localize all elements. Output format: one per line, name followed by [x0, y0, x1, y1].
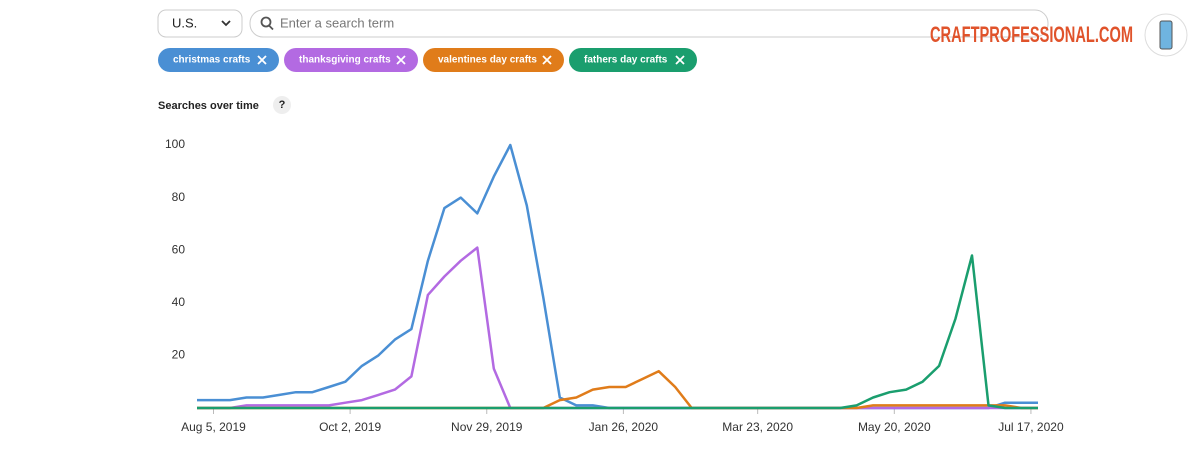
- legend-label: valentines day crafts: [438, 55, 537, 66]
- y-tick-label: 60: [172, 242, 186, 256]
- remove-icon[interactable]: [542, 55, 552, 65]
- remove-icon[interactable]: [396, 55, 406, 65]
- country-label: U.S.: [172, 15, 197, 30]
- remove-icon[interactable]: [257, 55, 267, 65]
- help-button[interactable]: [273, 96, 291, 114]
- legend-chip[interactable]: [158, 48, 279, 72]
- remove-icon[interactable]: [675, 55, 685, 65]
- dropdown-arrow: [221, 20, 231, 27]
- legend-label: christmas crafts: [173, 55, 251, 66]
- legend-chip[interactable]: [284, 48, 418, 72]
- x-tick-label: Mar 23, 2020: [722, 420, 793, 434]
- x-tick-label: Oct 2, 2019: [319, 420, 381, 434]
- legend-label: fathers day crafts: [584, 55, 668, 66]
- series-line: [197, 143, 1038, 410]
- legend-chip[interactable]: [423, 48, 564, 72]
- help-icon: ?: [279, 99, 286, 111]
- country-select[interactable]: [157, 9, 243, 38]
- x-tick-label: Aug 5, 2019: [181, 420, 246, 434]
- y-tick-label: 100: [165, 137, 185, 151]
- x-tick-label: Jul 17, 2020: [998, 420, 1064, 434]
- x-tick-label: Nov 29, 2019: [451, 420, 523, 434]
- search-icon: [268, 24, 274, 31]
- series-line: [197, 254, 1038, 410]
- chart-title: Searches over time: [158, 100, 259, 112]
- logo-text: CRAFTPROFESSIONAL.COM: [930, 22, 1133, 47]
- legend-label: thanksgiving crafts: [299, 55, 391, 66]
- x-tick-label: Jan 26, 2020: [589, 420, 659, 434]
- y-tick-label: 80: [172, 190, 186, 204]
- logo-icon: [1159, 20, 1173, 50]
- legend-chip[interactable]: [569, 48, 697, 72]
- search-box[interactable]: [249, 9, 1049, 38]
- y-tick-label: 40: [172, 295, 186, 309]
- search-icon: [260, 16, 272, 28]
- y-tick-label: 20: [172, 348, 186, 362]
- series-line: [197, 246, 1038, 410]
- x-tick-label: May 20, 2020: [858, 420, 931, 434]
- search-placeholder: Enter a search term: [280, 15, 394, 30]
